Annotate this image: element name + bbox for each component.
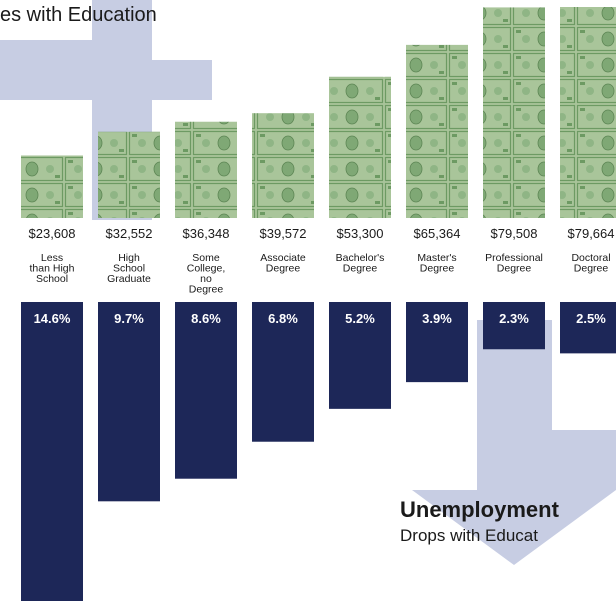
unemployment-bar [252, 302, 314, 442]
category-label: Master's Degree [417, 252, 456, 275]
unemployment-value-label: 14.6% [34, 311, 71, 326]
unemployment-bar [21, 302, 83, 601]
earnings-bar [252, 113, 314, 218]
earnings-value-label: $65,364 [414, 226, 461, 241]
earnings-bar [21, 155, 83, 218]
unemployment-bar [98, 302, 160, 502]
earnings-arrow [0, 0, 212, 220]
earnings-value-label: $32,552 [106, 226, 153, 241]
category-label: Doctoral Degree [571, 252, 610, 275]
unemployment-bar [406, 302, 468, 383]
unemployment-headline: Unemployment [400, 497, 559, 522]
unemployment-arrow [412, 320, 616, 565]
earnings-bar [329, 76, 391, 218]
earnings-value-label: $79,664 [568, 226, 615, 241]
earnings-bar [560, 7, 616, 218]
unemployment-value-label: 2.5% [576, 311, 606, 326]
earnings-value-label: $36,348 [183, 226, 230, 241]
unemployment-value-label: 5.2% [345, 311, 375, 326]
category-label: Professional Degree [485, 252, 543, 275]
category-label: Bachelor's Degree [336, 252, 385, 275]
unemployment-value-label: 3.9% [422, 311, 452, 326]
unemployment-value-label: 8.6% [191, 311, 221, 326]
category-label: Some College, no Degree [187, 252, 226, 296]
earnings-value-label: $39,572 [260, 226, 307, 241]
unemployment-value-label: 9.7% [114, 311, 144, 326]
unemployment-bar [175, 302, 237, 479]
earnings-headline: es with Education [0, 4, 157, 26]
category-label: Associate Degree [260, 252, 306, 275]
category-label: Less than High School [30, 252, 75, 285]
earnings-value-label: $53,300 [337, 226, 384, 241]
earnings-value-label: $23,608 [29, 226, 76, 241]
earnings-bar [98, 131, 160, 218]
unemployment-bar [329, 302, 391, 409]
earnings-bar [406, 44, 468, 218]
earnings-bar [483, 7, 545, 219]
unemployment-value-label: 2.3% [499, 311, 529, 326]
unemployment-value-label: 6.8% [268, 311, 298, 326]
earnings-value-label: $79,508 [491, 226, 538, 241]
unemployment-bar [560, 302, 616, 354]
earnings-bar [175, 121, 237, 218]
unemployment-bar [483, 302, 545, 350]
category-label: High School Graduate [107, 252, 151, 285]
unemployment-subheadline: Drops with Educat [400, 526, 538, 545]
